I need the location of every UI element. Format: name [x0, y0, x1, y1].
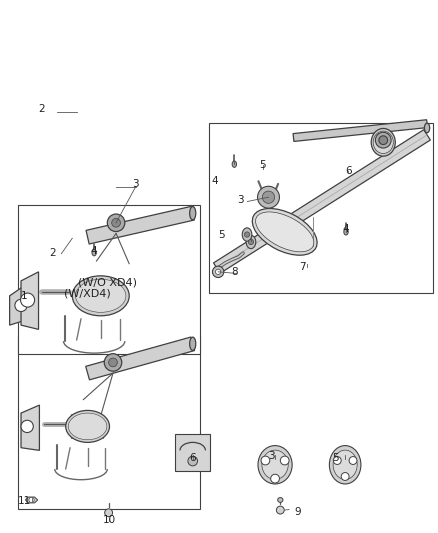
- Circle shape: [341, 473, 349, 480]
- Text: 11: 11: [18, 496, 31, 506]
- Circle shape: [248, 239, 254, 245]
- Circle shape: [349, 457, 357, 464]
- Ellipse shape: [92, 249, 96, 256]
- Text: 2: 2: [38, 104, 45, 114]
- Ellipse shape: [188, 456, 198, 466]
- Circle shape: [262, 191, 275, 204]
- Polygon shape: [293, 120, 427, 141]
- Ellipse shape: [262, 450, 288, 480]
- Text: 4: 4: [343, 224, 350, 234]
- Text: 8: 8: [231, 267, 238, 277]
- Ellipse shape: [246, 235, 256, 248]
- Ellipse shape: [329, 446, 361, 484]
- Circle shape: [261, 456, 270, 465]
- Bar: [209, 123, 433, 293]
- Ellipse shape: [190, 206, 196, 220]
- Text: 1: 1: [21, 291, 28, 301]
- Text: 4: 4: [91, 246, 98, 255]
- Ellipse shape: [258, 446, 292, 484]
- Text: 4: 4: [211, 176, 218, 186]
- Text: 6: 6: [345, 166, 352, 175]
- Circle shape: [375, 132, 391, 148]
- Ellipse shape: [278, 497, 283, 502]
- Ellipse shape: [252, 208, 317, 255]
- Ellipse shape: [344, 229, 348, 235]
- Text: 5: 5: [259, 160, 266, 170]
- Circle shape: [244, 232, 250, 237]
- Ellipse shape: [333, 450, 357, 480]
- Polygon shape: [86, 206, 194, 244]
- Ellipse shape: [72, 276, 129, 316]
- Circle shape: [333, 457, 341, 464]
- Text: 9: 9: [294, 507, 301, 516]
- Bar: [18, 336, 200, 509]
- Polygon shape: [21, 405, 39, 450]
- Text: 5: 5: [218, 230, 225, 239]
- Text: 3: 3: [237, 195, 244, 205]
- Bar: [175, 434, 210, 471]
- Polygon shape: [21, 272, 39, 329]
- Polygon shape: [10, 282, 35, 325]
- Polygon shape: [214, 130, 430, 273]
- Circle shape: [109, 358, 117, 367]
- Polygon shape: [86, 337, 194, 380]
- Ellipse shape: [255, 212, 314, 252]
- Text: 2: 2: [49, 248, 56, 258]
- Circle shape: [15, 299, 27, 312]
- Ellipse shape: [242, 228, 252, 241]
- Text: 7: 7: [299, 262, 306, 271]
- Circle shape: [271, 474, 279, 483]
- Circle shape: [104, 354, 122, 371]
- Circle shape: [215, 269, 221, 274]
- Circle shape: [107, 214, 125, 231]
- Ellipse shape: [76, 279, 126, 312]
- Text: (W/O XD4): (W/O XD4): [78, 278, 137, 287]
- Circle shape: [29, 497, 34, 503]
- Circle shape: [21, 293, 35, 307]
- Circle shape: [105, 509, 113, 516]
- Bar: [18, 205, 200, 354]
- Ellipse shape: [232, 161, 237, 167]
- Ellipse shape: [373, 131, 393, 154]
- Circle shape: [212, 266, 224, 278]
- Circle shape: [258, 186, 279, 208]
- Text: 6: 6: [189, 454, 196, 463]
- Ellipse shape: [371, 128, 396, 156]
- Circle shape: [276, 506, 284, 514]
- Ellipse shape: [190, 337, 196, 351]
- Circle shape: [379, 136, 388, 144]
- Text: 3: 3: [268, 451, 275, 461]
- Ellipse shape: [424, 123, 430, 133]
- Text: 5: 5: [332, 454, 339, 463]
- Text: 10: 10: [103, 515, 116, 524]
- Circle shape: [280, 456, 289, 465]
- Polygon shape: [25, 497, 38, 503]
- Circle shape: [112, 219, 120, 227]
- Circle shape: [21, 420, 33, 433]
- Text: (W/XD4): (W/XD4): [64, 288, 111, 298]
- Ellipse shape: [66, 410, 110, 442]
- Text: 3: 3: [132, 179, 139, 189]
- Ellipse shape: [68, 413, 107, 440]
